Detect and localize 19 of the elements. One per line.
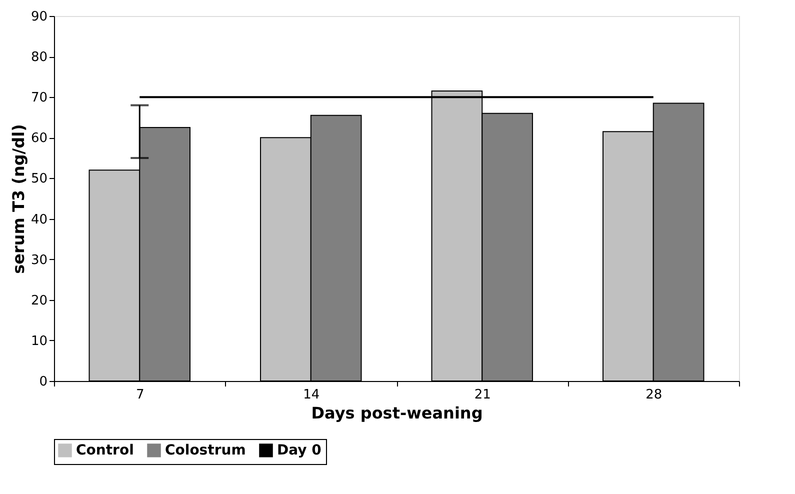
- y-tick-label: 80: [30, 50, 48, 66]
- y-tick-label: 40: [30, 212, 48, 228]
- x-axis-title: Days post-weaning: [311, 404, 483, 422]
- y-tick-label: 0: [39, 374, 48, 390]
- y-tick-label: 10: [30, 334, 48, 349]
- x-tick-label: 14: [303, 388, 320, 402]
- x-tick-label: 28: [646, 388, 662, 402]
- y-tick-label: 90: [30, 10, 48, 24]
- y-axis-title: serum T3 (ng/dl): [8, 124, 28, 274]
- y-tick-label: 50: [30, 172, 48, 187]
- legend-label: Colostrum: [165, 442, 246, 458]
- y-tick-label: 20: [30, 293, 48, 308]
- y-tick-label: 30: [30, 252, 48, 268]
- x-tick-label: 7: [136, 388, 144, 402]
- x-tick-label: 21: [474, 388, 491, 402]
- y-tick-label: 70: [30, 90, 48, 106]
- legend-label: Control: [76, 442, 134, 458]
- legend-label: Day 0: [277, 442, 322, 458]
- y-tick-label: 60: [30, 131, 48, 146]
